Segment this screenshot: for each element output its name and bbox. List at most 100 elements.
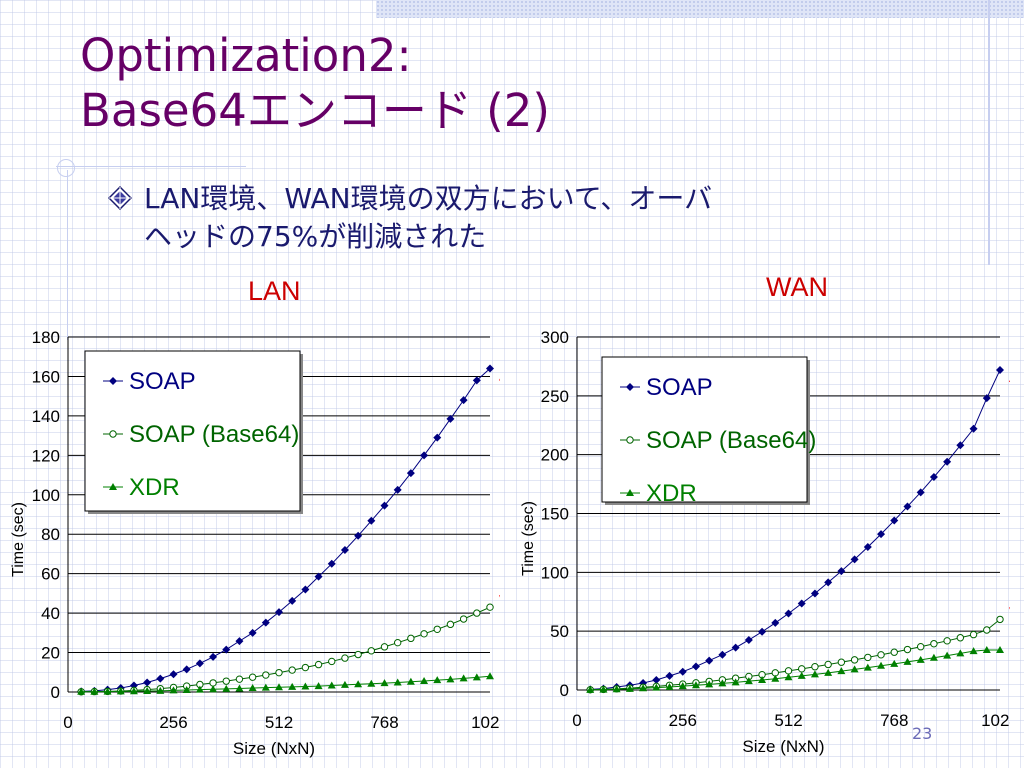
wan-data-point: [824, 660, 832, 669]
wan-data-point: [810, 589, 819, 598]
wan-data-point: [771, 618, 780, 627]
wan-data-point: [969, 630, 978, 639]
wan-data-point: [956, 441, 965, 450]
lan-data-point: [235, 637, 244, 646]
wan-chart: 0 50 100 150 200 250 300 0 256 512 768 1024 Size (Nx…: [520, 328, 1010, 756]
wan-y-tick-label: 100: [541, 563, 569, 582]
wan-data-point: [784, 667, 793, 675]
wan-data-point: [586, 685, 595, 693]
lan-data-point: [195, 659, 204, 668]
lan-data-point: [209, 652, 218, 661]
lan-arrow-head-top: [499, 378, 500, 381]
wan-data-point: [758, 627, 767, 636]
wan-data-point: [982, 394, 991, 403]
wan-data-point: [797, 671, 806, 679]
wan-y-tick-label: 50: [550, 622, 569, 641]
wan-data-point: [731, 678, 740, 686]
lan-data-point: [169, 670, 178, 679]
wan-data-point: [837, 667, 846, 675]
lan-data-point: [327, 681, 336, 689]
lan-data-point: [380, 679, 389, 687]
title-underline-decoration: [56, 166, 246, 167]
lan-x-tick-label: 1024: [471, 713, 500, 732]
lan-data-point: [393, 485, 402, 494]
lan-y-tick-label: 20: [41, 644, 60, 663]
lan-data-point: [288, 682, 297, 690]
wan-legend: SOAP SOAP (Base64) XDR: [601, 356, 816, 507]
lan-y-tick-label: 60: [41, 565, 60, 584]
lan-data-point: [261, 618, 270, 627]
lan-data-point: [433, 433, 442, 442]
lan-data-point: [367, 647, 376, 655]
wan-data-point: [916, 642, 925, 651]
lan-data-point: [261, 683, 270, 691]
wan-data-point: [705, 656, 714, 665]
lan-data-point: [393, 678, 402, 686]
lan-y-tick-label: 160: [32, 367, 60, 386]
lan-y-tick-label: 140: [32, 407, 60, 426]
wan-data-point: [599, 685, 608, 693]
wan-data-point: [903, 502, 912, 511]
lan-data-point: [380, 643, 389, 651]
wan-data-point: [903, 657, 912, 665]
lan-data-point: [156, 686, 165, 694]
wan-data-point: [943, 651, 952, 659]
lan-data-point: [393, 638, 402, 647]
lan-legend-label: SOAP: [129, 368, 196, 395]
wan-data-point: [837, 658, 846, 666]
wan-data-point: [956, 649, 965, 657]
lan-x-tick-label: 768: [370, 713, 398, 732]
wan-data-point: [811, 663, 819, 671]
wan-series-line: [590, 619, 1001, 691]
wan-data-point: [943, 457, 952, 466]
lan-data-point: [406, 677, 415, 685]
wan-data-point: [863, 543, 872, 552]
wan-y-tick-label: 200: [541, 446, 569, 465]
wan-data-point: [824, 668, 833, 676]
wan-data-point: [691, 662, 700, 671]
wan-data-point: [929, 473, 938, 482]
wan-data-point: [652, 675, 661, 684]
wan-data-point: [639, 684, 648, 692]
lan-data-point: [195, 685, 204, 693]
lan-data-point: [340, 680, 349, 688]
lan-data-point: [90, 687, 99, 695]
wan-data-point: [837, 567, 846, 576]
wan-data-point: [956, 634, 965, 642]
lan-data-point: [116, 687, 125, 695]
wan-data-point: [691, 681, 700, 689]
lan-legend-label: SOAP (Base64): [129, 421, 299, 448]
lan-data-point: [459, 396, 468, 405]
lan-y-tick-label: 120: [32, 446, 60, 465]
lan-x-tick-label: 512: [265, 713, 293, 732]
wan-legend-label: XDR: [646, 480, 697, 507]
wan-data-point: [930, 640, 938, 648]
wan-legend-marker: [626, 383, 634, 391]
lan-x-tick-label: 0: [63, 713, 72, 732]
wan-data-point: [996, 365, 1004, 374]
wan-data-point: [798, 665, 806, 673]
wan-data-point: [850, 665, 859, 673]
wan-data-point: [824, 578, 833, 587]
lan-x-axis-title: Size (NxN): [233, 739, 315, 758]
wan-x-axis-title: Size (NxN): [742, 737, 824, 756]
wan-data-point: [943, 637, 951, 645]
lan-data-point: [169, 686, 178, 694]
wan-data-point: [877, 530, 886, 539]
lan-legend: SOAP SOAP (Base64) XDR: [84, 350, 303, 514]
lan-data-point: [222, 645, 231, 654]
lan-data-point: [354, 680, 363, 688]
lan-y-axis-title: Time (sec): [10, 502, 27, 577]
wan-reduction-arrow: [1009, 379, 1010, 610]
lan-data-point: [433, 625, 441, 633]
lan-data-point: [472, 673, 481, 681]
wan-x-tick-label: 768: [880, 711, 908, 730]
lan-data-point: [77, 687, 86, 695]
lan-data-point: [129, 687, 138, 695]
wan-legend-marker: [626, 489, 634, 496]
lan-data-point: [248, 628, 257, 637]
wan-data-point: [983, 626, 991, 634]
lan-data-point: [288, 666, 296, 674]
wan-arrow-head-top: [1009, 379, 1010, 382]
wan-data-point: [982, 645, 991, 653]
